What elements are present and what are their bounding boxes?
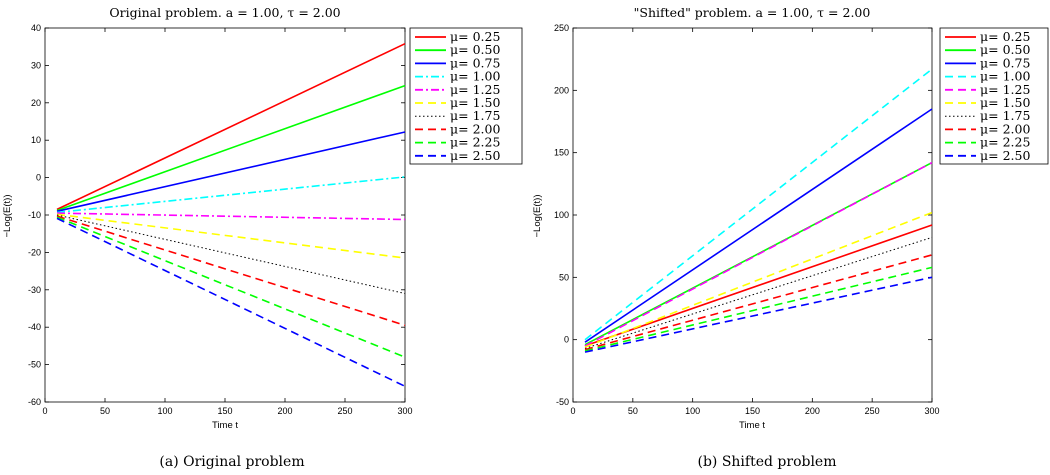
series-line	[56, 215, 406, 327]
x-tick-label: 150	[217, 406, 232, 416]
legend-label: μ= 1.50	[450, 95, 500, 110]
x-tick-label: 200	[805, 406, 820, 416]
legend-label: μ= 2.25	[450, 135, 500, 150]
y-tick-label: -20	[28, 247, 41, 257]
legend-label: μ= 1.25	[450, 82, 500, 97]
series-line	[584, 161, 933, 347]
y-tick-label: 150	[554, 148, 569, 158]
figure-caption: (b) Shifted problem	[697, 454, 836, 470]
y-tick-label: 50	[559, 272, 569, 282]
y-tick-label: 250	[554, 23, 569, 33]
figure-caption: (a) Original problem	[159, 454, 304, 470]
legend-label: μ= 1.00	[450, 69, 500, 84]
y-tick-label: 30	[31, 60, 41, 70]
series-line	[56, 42, 406, 211]
series-line	[584, 224, 933, 347]
x-tick-label: 250	[865, 406, 880, 416]
y-tick-label: -30	[28, 285, 41, 295]
series-line	[56, 131, 406, 213]
series-line	[56, 84, 406, 212]
legend-label: μ= 2.50	[980, 148, 1030, 163]
legend-label: μ= 1.00	[980, 69, 1030, 84]
y-tick-label: -60	[28, 397, 41, 407]
plot-area	[572, 27, 933, 403]
y-tick-label: -50	[28, 360, 41, 370]
chart-title: Original problem. a = 1.00, τ = 2.00	[109, 5, 340, 20]
series-line	[584, 108, 933, 343]
chart-title: "Shifted" problem. a = 1.00, τ = 2.00	[634, 5, 871, 20]
y-tick-label: 200	[554, 85, 569, 95]
series-line	[584, 254, 933, 351]
legend-label: μ= 0.50	[450, 42, 500, 57]
x-tick-label: 100	[685, 406, 700, 416]
x-tick-label: 100	[157, 406, 172, 416]
y-tick-label: 10	[31, 135, 41, 145]
x-tick-label: 150	[745, 406, 760, 416]
y-axis-label: −Log(E(t))	[532, 194, 543, 237]
y-tick-label: -50	[556, 397, 569, 407]
y-tick-label: -10	[28, 210, 41, 220]
legend-label: μ= 2.00	[450, 121, 500, 136]
legend-label: μ= 0.25	[980, 29, 1030, 44]
series-line	[584, 236, 933, 349]
y-tick-label: 20	[31, 98, 41, 108]
series-line	[56, 214, 406, 294]
legend-label: μ= 2.00	[980, 121, 1030, 136]
series-line	[584, 276, 933, 353]
legend-label: μ= 2.25	[980, 135, 1030, 150]
series-line	[584, 211, 933, 348]
y-tick-label: 0	[36, 173, 41, 183]
chart-panel-original: Original problem. a = 1.00, τ = 2.00 −Lo…	[2, 5, 523, 470]
y-tick-label: 40	[31, 23, 41, 33]
series-line	[56, 213, 406, 259]
series-line	[56, 216, 406, 358]
legend-label: μ= 0.75	[980, 55, 1030, 70]
x-tick-label: 250	[337, 406, 352, 416]
legend-label: μ= 0.25	[450, 29, 500, 44]
legend-label: μ= 1.25	[980, 82, 1030, 97]
legend-label: μ= 0.50	[980, 42, 1030, 57]
x-tick-label: 300	[924, 406, 939, 416]
legend-label: μ= 1.50	[980, 95, 1030, 110]
x-tick-label: 0	[570, 406, 575, 416]
x-tick-label: 50	[100, 406, 110, 416]
x-tick-label: 50	[628, 406, 638, 416]
legend-label: μ= 1.75	[450, 108, 500, 123]
y-tick-label: -40	[28, 322, 41, 332]
series-line	[584, 68, 933, 341]
series-line	[584, 266, 933, 352]
legend-label: μ= 2.50	[450, 148, 500, 163]
x-tick-label: 200	[277, 406, 292, 416]
x-axis-label: Time t	[212, 420, 238, 431]
plot-area	[44, 27, 406, 403]
y-tick-label: 0	[564, 335, 569, 345]
legend-label: μ= 0.75	[450, 55, 500, 70]
y-axis-label: −Log(E(t))	[2, 194, 13, 237]
legend-label: μ= 1.75	[980, 108, 1030, 123]
series-line	[56, 176, 406, 214]
chart-panel-shifted: "Shifted" problem. a = 1.00, τ = 2.00 −L…	[532, 5, 1049, 470]
x-axis-label: Time t	[739, 420, 765, 431]
x-tick-label: 0	[42, 406, 47, 416]
y-tick-label: 100	[554, 210, 569, 220]
x-tick-label: 300	[397, 406, 412, 416]
series-line	[56, 212, 406, 221]
